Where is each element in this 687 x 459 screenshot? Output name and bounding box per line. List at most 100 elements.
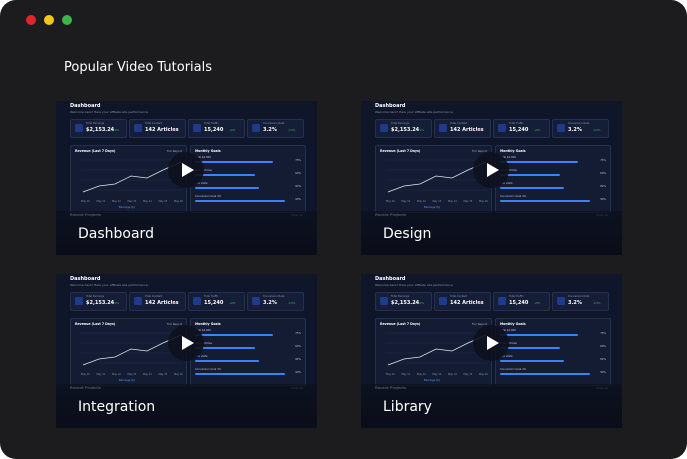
stat-label: Total Content — [145, 295, 163, 298]
tutorial-label: Integration — [78, 399, 156, 415]
stat-value: 3.2% — [263, 127, 277, 133]
goal-percent: 60% — [295, 345, 301, 348]
stat-icon — [557, 124, 565, 132]
play-button[interactable] — [168, 152, 204, 188]
stat-icon — [252, 297, 260, 305]
shade — [56, 211, 317, 255]
legend: Earnings ($) — [424, 379, 440, 382]
day-label: May 13 — [127, 200, 137, 203]
tutorial-card[interactable]: Dashboard Welcome back! Here your affilia… — [56, 274, 317, 428]
stat-change: +5% — [475, 129, 482, 132]
goal-percent: 82% — [600, 185, 606, 188]
goal-percent: 82% — [600, 358, 606, 361]
day-label: May 15 — [463, 373, 473, 376]
stat-change: +8% — [229, 302, 236, 305]
thumb-title: Dashboard — [70, 103, 101, 109]
day-label: May 15 — [158, 200, 168, 203]
day-label: May 10 — [81, 200, 90, 203]
play-button[interactable] — [168, 325, 204, 361]
day-label: May 10 — [81, 373, 90, 376]
stat-card: Total Content 142 Articles +5% — [129, 119, 186, 138]
stat-icon — [557, 297, 565, 305]
goal-label: 20K visits — [195, 182, 208, 185]
day-label: May 12 — [417, 200, 426, 203]
stat-label: Total Traffic — [204, 295, 219, 298]
stat-card: Total Traffic 15,240 +8% — [188, 119, 245, 138]
mini-chart — [81, 159, 183, 193]
panel-title: Monthly Goals — [500, 149, 526, 153]
day-label: May 10 — [386, 373, 395, 376]
shade — [56, 384, 317, 428]
goal-bar — [500, 373, 590, 375]
minimize-dot[interactable] — [44, 15, 54, 25]
close-dot[interactable] — [26, 15, 36, 25]
stat-icon — [439, 124, 447, 132]
revenue-panel: Revenue (Last 7 Days) Full Report May 10 Ma… — [70, 145, 187, 213]
goal-percent: 60% — [600, 172, 606, 175]
stat-card: Conversion Rate 3.2% -0.5% — [552, 292, 609, 311]
day-label: May 15 — [463, 200, 473, 203]
goal-percent: 82% — [295, 185, 301, 188]
stat-card: Total Content 142 Articles +5% — [434, 119, 491, 138]
thumb-subtitle: Welcome back! Here your affiliate site p… — [375, 283, 454, 287]
panel-link: Full Report — [472, 322, 487, 326]
stat-value: 15,240 — [509, 127, 529, 133]
stat-change: +5% — [170, 129, 177, 132]
stat-change: +12% — [416, 302, 424, 305]
stat-value: $2,153.24 — [86, 127, 115, 133]
goal-percent: 60% — [295, 172, 301, 175]
stat-icon — [193, 297, 201, 305]
day-label: May 12 — [112, 373, 121, 376]
day-label: May 14 — [143, 373, 152, 376]
goal-percent: 90% — [295, 371, 301, 374]
stat-value: 142 Articles — [145, 127, 179, 133]
thumb-title: Dashboard — [375, 103, 406, 109]
play-button[interactable] — [473, 325, 509, 361]
day-label: May 16 — [479, 200, 488, 203]
tutorial-card[interactable]: Dashboard Welcome back! Here your affilia… — [361, 101, 622, 255]
goal-bar — [195, 200, 285, 202]
mini-chart — [386, 332, 488, 366]
goal-bar — [195, 174, 255, 176]
stat-change: +8% — [534, 129, 541, 132]
stat-icon — [498, 124, 506, 132]
tutorial-label: Dashboard — [78, 226, 154, 242]
goal-bar — [195, 347, 255, 349]
stat-change: -0.5% — [288, 129, 296, 132]
stat-label: Total Content — [145, 122, 163, 125]
play-button[interactable] — [473, 152, 509, 188]
stat-card: Total Traffic 15,240 +8% — [188, 292, 245, 311]
shade — [361, 384, 622, 428]
goal-percent: 82% — [295, 358, 301, 361]
day-label: May 16 — [174, 373, 183, 376]
maximize-dot[interactable] — [62, 15, 72, 25]
day-label: May 14 — [143, 200, 152, 203]
stat-value: 3.2% — [568, 300, 582, 306]
stat-label: Total Traffic — [509, 295, 524, 298]
revenue-panel: Revenue (Last 7 Days) Full Report May 10 Ma… — [375, 318, 492, 386]
day-label: May 14 — [448, 373, 457, 376]
stat-card: Conversion Rate 3.2% -0.5% — [247, 119, 304, 138]
goal-label: 20K visits — [195, 355, 208, 358]
goal-percent: 75% — [295, 332, 301, 335]
goal-label: Conversion Goal 4% — [500, 368, 527, 371]
tutorial-card[interactable]: Dashboard Welcome back! Here your affilia… — [56, 101, 317, 255]
tutorial-card[interactable]: Dashboard Welcome back! Here your affilia… — [361, 274, 622, 428]
stat-change: +5% — [475, 302, 482, 305]
day-label: May 11 — [96, 373, 106, 376]
stat-label: Conversion Rate — [568, 295, 590, 298]
stat-label: Total Earnings — [391, 295, 410, 298]
stat-change: -0.5% — [593, 302, 601, 305]
stat-value: 142 Articles — [450, 127, 484, 133]
stat-change: +8% — [229, 129, 236, 132]
goal-bar — [500, 187, 564, 189]
revenue-panel: Revenue (Last 7 Days) Full Report May 10 Ma… — [70, 318, 187, 386]
stat-card: Total Earnings $2,153.24 +12% — [375, 119, 432, 138]
stat-value: 3.2% — [568, 127, 582, 133]
panel-title: Revenue (Last 7 Days) — [75, 149, 116, 153]
stat-icon — [380, 124, 388, 132]
thumb-subtitle: Welcome back! Here your affiliate site p… — [70, 283, 149, 287]
tutorial-label: Library — [383, 399, 432, 415]
stat-label: Conversion Rate — [568, 122, 590, 125]
